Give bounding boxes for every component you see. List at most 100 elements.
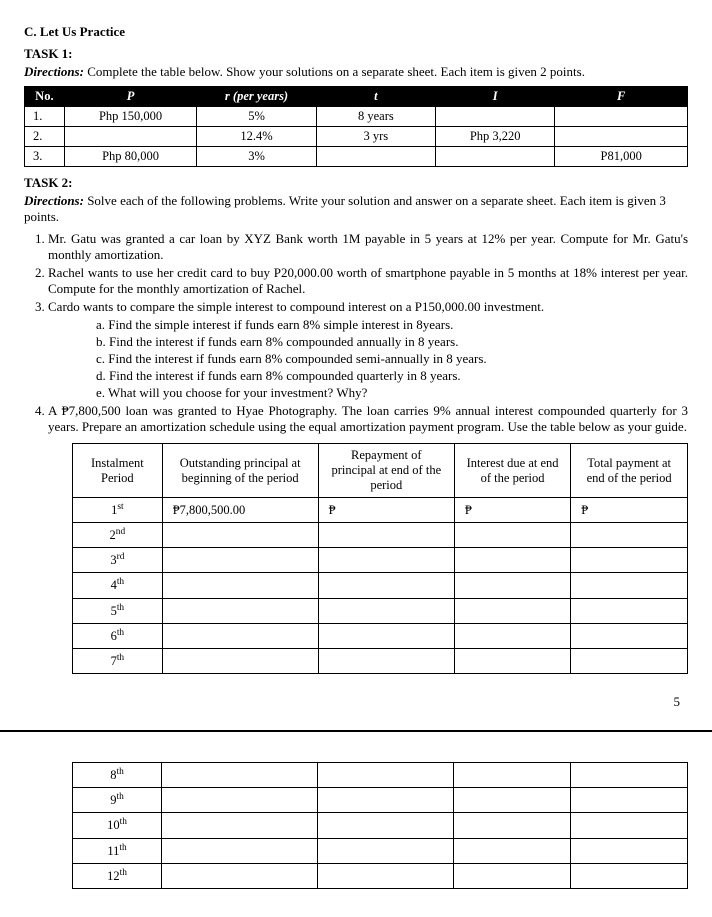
table-cell xyxy=(317,813,453,838)
table-row: 12th xyxy=(73,863,688,888)
col-p: P xyxy=(64,87,197,107)
table-row: 8th xyxy=(73,763,688,788)
sub-item: a. Find the simple interest if funds ear… xyxy=(96,317,688,333)
period-cell: 5th xyxy=(73,598,163,623)
sub-item: b. Find the interest if funds earn 8% co… xyxy=(96,334,688,350)
table-cell xyxy=(571,648,688,673)
table-cell xyxy=(318,648,454,673)
col-no: No. xyxy=(25,87,65,107)
period-cell: 3rd xyxy=(73,548,163,573)
table-row: 7th xyxy=(73,648,688,673)
table-cell xyxy=(570,788,687,813)
amort-col-repayment: Repayment of principal at end of the per… xyxy=(318,444,454,498)
table-cell: 8 years xyxy=(316,107,435,127)
table-cell xyxy=(454,598,570,623)
table-cell: Php 80,000 xyxy=(64,147,197,167)
table-header-row: Instalment Period Outstanding principal … xyxy=(73,444,688,498)
period-cell: 8th xyxy=(73,763,162,788)
period-cell: 7th xyxy=(73,648,163,673)
col-t: t xyxy=(316,87,435,107)
col-r: r (per years) xyxy=(197,87,316,107)
table-cell: ₱ xyxy=(318,498,454,523)
period-cell: 6th xyxy=(73,623,163,648)
table-cell xyxy=(436,107,555,127)
task1-label: TASK 1: xyxy=(24,46,688,62)
period-cell: 12th xyxy=(73,863,162,888)
table-cell xyxy=(162,763,318,788)
table-row: 6th xyxy=(73,623,688,648)
table-cell: P81,000 xyxy=(555,147,688,167)
amort-col-principal: Outstanding principal at beginning of th… xyxy=(162,444,318,498)
table-cell xyxy=(571,548,688,573)
amort-col-period: Instalment Period xyxy=(73,444,163,498)
sub-item: e. What will you choose for your investm… xyxy=(96,385,688,401)
table-cell xyxy=(570,838,687,863)
table-cell xyxy=(454,648,570,673)
table-cell xyxy=(454,523,570,548)
table-cell xyxy=(318,623,454,648)
period-cell: 1st xyxy=(73,498,163,523)
table-cell xyxy=(162,788,318,813)
period-cell: 11th xyxy=(73,838,162,863)
table-row: 2.12.4%3 yrsPhp 3,220 xyxy=(25,127,688,147)
table-cell xyxy=(571,623,688,648)
task1-table: No. P r (per years) t I F 1.Php 150,0005… xyxy=(24,86,688,167)
table-row: 1st₱7,800,500.00₱₱₱ xyxy=(73,498,688,523)
table-cell xyxy=(453,788,570,813)
table-row: 10th xyxy=(73,813,688,838)
sub-item: d. Find the interest if funds earn 8% co… xyxy=(96,368,688,384)
table-header-row: No. P r (per years) t I F xyxy=(25,87,688,107)
task1-directions-text: Complete the table below. Show your solu… xyxy=(84,64,585,79)
table-row: 11th xyxy=(73,838,688,863)
table-row: 2nd xyxy=(73,523,688,548)
task2-label: TASK 2: xyxy=(24,175,688,191)
table-cell xyxy=(555,107,688,127)
table-cell xyxy=(317,788,453,813)
period-cell: 4th xyxy=(73,573,163,598)
sub-item: c. Find the interest if funds earn 8% co… xyxy=(96,351,688,367)
table-cell: 3. xyxy=(25,147,65,167)
task2-problem-list: Mr. Gatu was granted a car loan by XYZ B… xyxy=(48,231,688,435)
table-cell xyxy=(318,598,454,623)
table-cell xyxy=(318,548,454,573)
table-cell xyxy=(162,648,318,673)
table-cell xyxy=(317,763,453,788)
table-cell: 3 yrs xyxy=(316,127,435,147)
page-number: 5 xyxy=(24,694,680,710)
problem-3-text: Cardo wants to compare the simple intere… xyxy=(48,299,544,314)
amort-col-interest: Interest due at end of the period xyxy=(454,444,570,498)
table-cell xyxy=(570,763,687,788)
table-cell: ₱ xyxy=(454,498,570,523)
task2-directions-lead: Directions: xyxy=(24,193,84,208)
table-cell: 2. xyxy=(25,127,65,147)
task1-directions-lead: Directions: xyxy=(24,64,84,79)
table-cell xyxy=(162,813,318,838)
table-cell xyxy=(570,863,687,888)
col-i: I xyxy=(436,87,555,107)
table-cell: 3% xyxy=(197,147,316,167)
table-cell xyxy=(162,548,318,573)
table-cell xyxy=(453,763,570,788)
amortization-table-bottom: 8th9th10th11th12th xyxy=(72,762,688,889)
problem-1: Mr. Gatu was granted a car loan by XYZ B… xyxy=(48,231,688,263)
table-row: 5th xyxy=(73,598,688,623)
table-cell xyxy=(571,523,688,548)
table-cell xyxy=(454,548,570,573)
table-cell xyxy=(162,623,318,648)
table-row: 1.Php 150,0005%8 years xyxy=(25,107,688,127)
problem-3: Cardo wants to compare the simple intere… xyxy=(48,299,688,401)
table-row: 4th xyxy=(73,573,688,598)
table-cell: Php 150,000 xyxy=(64,107,197,127)
table-cell xyxy=(555,127,688,147)
table-cell: 1. xyxy=(25,107,65,127)
table-cell xyxy=(571,573,688,598)
col-f: F xyxy=(555,87,688,107)
table-cell: ₱ xyxy=(571,498,688,523)
amortization-table-top: Instalment Period Outstanding principal … xyxy=(72,443,688,674)
section-heading: C. Let Us Practice xyxy=(24,24,688,40)
table-cell xyxy=(162,863,318,888)
task2-directions: Directions: Solve each of the following … xyxy=(24,193,688,225)
problem-4: A ₱7,800,500 loan was granted to Hyae Ph… xyxy=(48,403,688,435)
amort-col-total: Total payment at end of the period xyxy=(571,444,688,498)
task1-directions: Directions: Complete the table below. Sh… xyxy=(24,64,688,80)
